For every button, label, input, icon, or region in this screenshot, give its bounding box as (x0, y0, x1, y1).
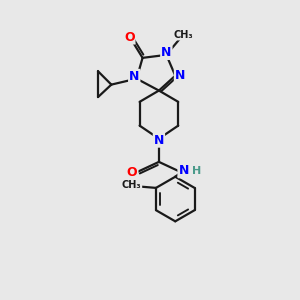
Text: N: N (178, 164, 189, 177)
Text: N: N (129, 70, 140, 83)
Text: O: O (127, 166, 137, 179)
Text: O: O (124, 31, 134, 44)
Text: N: N (154, 134, 164, 147)
Text: CH₃: CH₃ (174, 30, 194, 40)
Text: H: H (192, 166, 201, 176)
Text: N: N (175, 69, 185, 82)
Text: N: N (161, 46, 172, 59)
Text: CH₃: CH₃ (122, 180, 141, 190)
